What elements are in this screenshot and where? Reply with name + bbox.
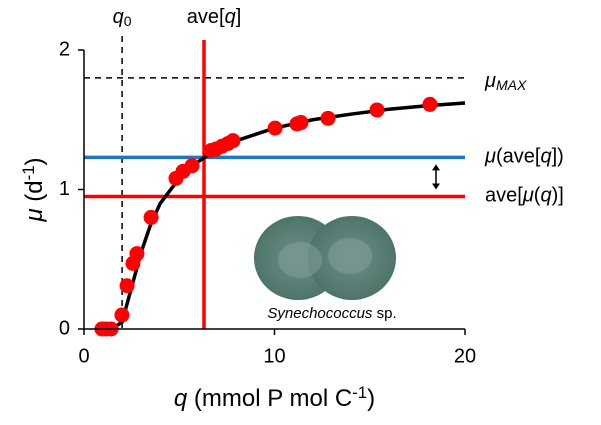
data-point bbox=[293, 115, 308, 130]
label-part: q bbox=[174, 385, 188, 412]
data-point bbox=[422, 97, 437, 112]
label-part: q bbox=[540, 146, 551, 168]
label-part: μ bbox=[484, 70, 496, 92]
data-point bbox=[144, 210, 159, 225]
y-tick-label: 2 bbox=[59, 38, 70, 60]
data-point bbox=[120, 278, 135, 293]
label-part: q bbox=[225, 6, 236, 28]
y-tick-label: 1 bbox=[59, 178, 70, 200]
cell-texture bbox=[328, 238, 372, 274]
x-axis-label: q (mmol P mol C-1) bbox=[174, 383, 375, 413]
label-part: q bbox=[113, 6, 124, 28]
data-point bbox=[129, 246, 144, 261]
data-point bbox=[369, 102, 384, 117]
label-part: Synechococcus bbox=[267, 305, 373, 322]
data-point bbox=[185, 158, 200, 173]
label-part: ) bbox=[367, 385, 375, 412]
data-point bbox=[225, 133, 240, 148]
x-tick-label: 10 bbox=[263, 345, 285, 367]
y-tick-label: 0 bbox=[59, 317, 70, 339]
x-tick-label: 20 bbox=[454, 345, 476, 367]
reference-label: ave[q] bbox=[187, 6, 242, 28]
label-part: sp. bbox=[372, 305, 396, 322]
label-part: ] bbox=[236, 6, 242, 28]
data-point bbox=[268, 121, 283, 136]
arrow-head bbox=[432, 183, 440, 189]
cell-texture bbox=[278, 242, 322, 278]
image-caption: Synechococcus sp. bbox=[267, 305, 396, 322]
data-point bbox=[114, 308, 129, 323]
reference-label: μMAX bbox=[484, 70, 527, 93]
label-part: ) bbox=[21, 157, 48, 165]
label-part: 0 bbox=[124, 13, 132, 29]
label-part: μ bbox=[484, 146, 496, 168]
chart: q0ave[q]μMAXμ(ave[q])ave[μ(q)]01201020q … bbox=[0, 0, 601, 425]
label-part: (mmol P mol C bbox=[187, 385, 352, 412]
reference-label: μ(ave[q]) bbox=[484, 146, 564, 168]
y-axis-label: μ (d-1) bbox=[19, 157, 49, 222]
label-part: )] bbox=[552, 185, 564, 207]
label-part: ]) bbox=[552, 146, 564, 168]
reference-label: ave[μ(q)] bbox=[485, 185, 564, 207]
label-part: μ bbox=[21, 208, 48, 222]
label-part: ave[ bbox=[485, 185, 523, 207]
label-part: (d bbox=[21, 180, 48, 208]
reference-label: q0 bbox=[113, 6, 132, 29]
label-part: (ave[ bbox=[496, 146, 541, 168]
label-part: -1 bbox=[352, 383, 367, 402]
label-part: MAX bbox=[496, 77, 527, 93]
data-point bbox=[321, 111, 336, 126]
label-part: ave[ bbox=[187, 6, 225, 28]
x-tick-label: 0 bbox=[78, 345, 89, 367]
label-part: μ bbox=[522, 185, 534, 207]
label-part: q bbox=[540, 185, 551, 207]
arrow-head bbox=[432, 164, 440, 170]
label-part: -1 bbox=[19, 165, 38, 180]
